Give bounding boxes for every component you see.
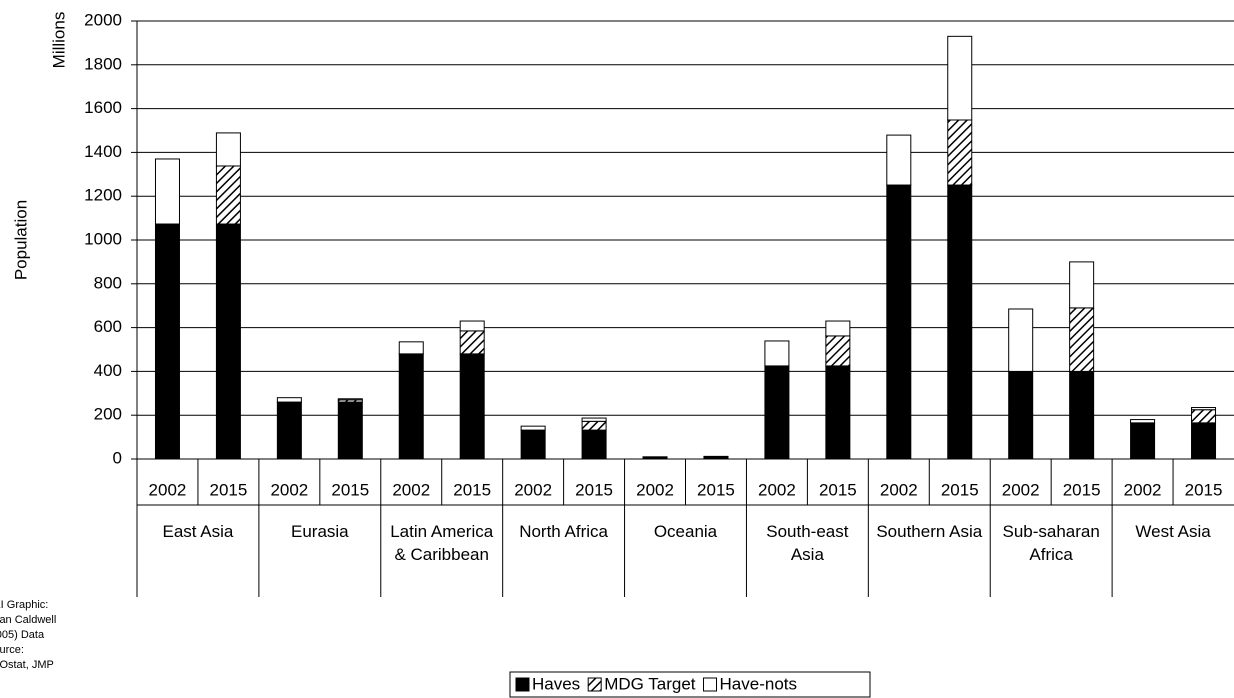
legend-label: Have-nots [720,674,797,693]
x-tick-label: 2015 [210,480,248,499]
source-note: SEI Graphic: Ryan Caldwell (2005) Data S… [0,599,57,671]
bar-segment [459,353,485,460]
group-label: Eurasia [290,522,349,541]
bar-segment [764,340,790,367]
bar-segment [1069,370,1095,460]
bar-segment [947,119,973,186]
legend-swatch [703,677,718,692]
group-label: Sub-saharan Africa [1002,522,1100,564]
bar-segment [276,401,302,460]
bar-segment [154,158,180,225]
group-label: East Asia [162,522,234,541]
x-tick-label: 2002 [392,480,430,499]
group-label: Oceania [653,522,718,541]
y-tick-label: 0 [113,448,122,467]
x-tick-label: 2015 [575,480,613,499]
bar-segment [520,429,546,460]
group-label: West Asia [1135,522,1211,541]
y-tick-label: 1000 [84,229,122,248]
x-tick-label: 2002 [514,480,552,499]
y-tick-label: 1400 [84,142,122,161]
bar-segment [1069,307,1095,372]
legend-label: Haves [532,674,580,693]
bar-segment [825,335,851,367]
bar-segment [215,223,241,460]
x-tick-label: 2002 [270,480,308,499]
x-tick-label: 2002 [758,480,796,499]
x-tick-label: 2015 [453,480,491,499]
bar-segment [1130,422,1156,460]
x-tick-label: 2015 [331,480,369,499]
x-tick-label: 2015 [1185,480,1223,499]
bar-segment [337,398,363,401]
legend-swatch [587,677,602,692]
bar-segment [398,341,424,355]
bar-segment [581,417,607,422]
group-label: Southern Asia [876,522,983,541]
bar-segment [1191,409,1217,424]
x-tick-label: 2015 [1063,480,1101,499]
bar-segment [1008,370,1034,460]
bar-segment [337,401,363,460]
bar-segment [1191,422,1217,460]
bar-segment [1191,407,1217,411]
x-tick-label: 2002 [636,480,674,499]
bar-segment [886,134,912,186]
bar-segment [520,425,546,431]
legend-label: MDG Target [604,674,696,693]
bar-segment [1008,308,1034,372]
x-tick-label: 2015 [697,480,735,499]
bar-segment [947,184,973,460]
y-tick-label: 400 [94,361,122,380]
y-tick-label: 600 [94,317,122,336]
y-axis-label: Population [11,200,30,280]
legend-box [509,671,871,698]
x-tick-label: 2015 [941,480,979,499]
y-tick-label: 1800 [84,54,122,73]
bar-segment [459,330,485,355]
bar-segment [398,353,424,460]
bar-segment [947,35,973,121]
y-tick-label: 200 [94,405,122,424]
group-label: Latin America & Caribbean [390,522,494,564]
y-tick-label: 800 [94,273,122,292]
bar-segment [825,320,851,337]
bar-segment [581,429,607,460]
x-tick-label: 2002 [149,480,187,499]
bar-segment [581,420,607,431]
x-tick-label: 2002 [1124,480,1162,499]
bar-segment [215,132,241,167]
bar-segment [215,165,241,225]
bar-segment [886,184,912,460]
bar-segment [154,223,180,460]
bar-segment [276,397,302,403]
x-tick-label: 2002 [1002,480,1040,499]
bar-segment [459,320,485,332]
bar-segment [825,365,851,460]
bar-segment [764,365,790,460]
group-label: North Africa [519,522,608,541]
x-tick-label: 2002 [880,480,918,499]
bar-segment [1069,261,1095,309]
group-label: South-east Asia [766,522,849,564]
x-tick-label: 2015 [819,480,857,499]
y-tick-label: 2000 [84,10,122,29]
bar-segment [1130,419,1156,424]
y-tick-label: 1200 [84,186,122,205]
y-tick-label: 1600 [84,98,122,117]
y-axis-unit: Millions [49,12,68,69]
legend-swatch [515,677,530,692]
